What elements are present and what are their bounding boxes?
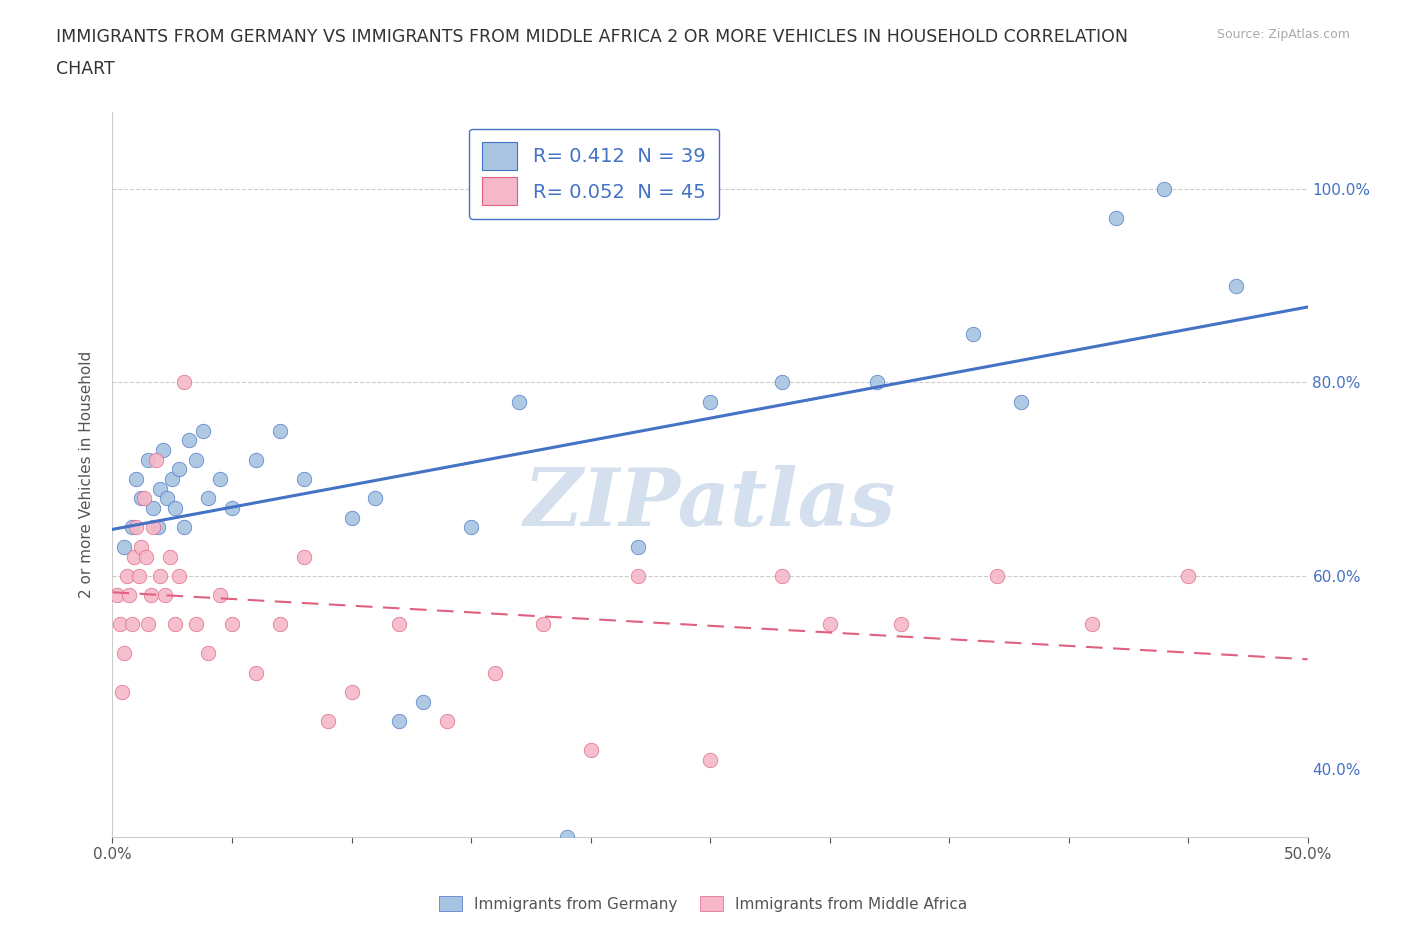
Point <box>149 482 172 497</box>
Point <box>388 713 411 728</box>
Point <box>221 500 243 515</box>
Point <box>169 568 191 583</box>
Text: Source: ZipAtlas.com: Source: ZipAtlas.com <box>1216 28 1350 41</box>
Point <box>962 326 984 341</box>
Point <box>484 665 506 680</box>
Point <box>699 752 721 767</box>
Point <box>163 617 186 631</box>
Point <box>173 520 195 535</box>
Point <box>153 588 176 603</box>
Point <box>114 645 135 660</box>
Point <box>121 520 143 535</box>
Point <box>105 588 128 603</box>
Point <box>292 472 315 486</box>
Point <box>197 645 219 660</box>
Point <box>1153 181 1175 196</box>
Point <box>1225 278 1247 293</box>
Point <box>388 617 411 631</box>
Point <box>142 520 165 535</box>
Point <box>1081 617 1104 631</box>
Point <box>436 713 458 728</box>
Point <box>340 511 363 525</box>
Point <box>129 491 152 506</box>
Y-axis label: 2 or more Vehicles in Household: 2 or more Vehicles in Household <box>79 351 94 598</box>
Point <box>193 423 215 438</box>
Point <box>770 568 793 583</box>
Point <box>209 472 232 486</box>
Point <box>1177 568 1199 583</box>
Point <box>986 568 1008 583</box>
Legend: R= 0.412  N = 39, R= 0.052  N = 45: R= 0.412 N = 39, R= 0.052 N = 45 <box>468 128 720 219</box>
Legend: Immigrants from Germany, Immigrants from Middle Africa: Immigrants from Germany, Immigrants from… <box>433 889 973 918</box>
Text: ZIPatlas: ZIPatlas <box>524 465 896 542</box>
Point <box>364 491 387 506</box>
Point <box>866 375 889 390</box>
Point <box>508 394 530 409</box>
Point <box>197 491 219 506</box>
Point <box>269 617 291 631</box>
Point <box>245 452 267 467</box>
Text: IMMIGRANTS FROM GERMANY VS IMMIGRANTS FROM MIDDLE AFRICA 2 OR MORE VEHICLES IN H: IMMIGRANTS FROM GERMANY VS IMMIGRANTS FR… <box>56 28 1128 46</box>
Point <box>139 588 162 603</box>
Point <box>142 500 165 515</box>
Point <box>108 617 131 631</box>
Point <box>316 713 339 728</box>
Point <box>221 617 243 631</box>
Point <box>169 462 191 477</box>
Point <box>531 617 554 631</box>
Point <box>111 684 134 699</box>
Point <box>118 588 141 603</box>
Text: CHART: CHART <box>56 60 115 78</box>
Point <box>128 568 150 583</box>
Point <box>114 539 135 554</box>
Point <box>186 617 208 631</box>
Point <box>555 830 578 844</box>
Point <box>173 375 195 390</box>
Point <box>292 549 315 564</box>
Point <box>770 375 793 390</box>
Point <box>699 394 721 409</box>
Point <box>121 617 143 631</box>
Point <box>818 617 841 631</box>
Point <box>122 549 145 564</box>
Point <box>186 452 208 467</box>
Point <box>1010 394 1032 409</box>
Point <box>135 549 157 564</box>
Point <box>146 520 169 535</box>
Point <box>269 423 291 438</box>
Point <box>627 568 650 583</box>
Point <box>412 694 434 709</box>
Point <box>162 472 183 486</box>
Point <box>145 452 167 467</box>
Point <box>156 491 179 506</box>
Point <box>579 742 602 757</box>
Point <box>159 549 181 564</box>
Point <box>1105 210 1128 225</box>
Point <box>138 617 160 631</box>
Point <box>890 617 912 631</box>
Point <box>460 520 482 535</box>
Point <box>177 433 200 448</box>
Point <box>209 588 232 603</box>
Point <box>115 568 138 583</box>
Point <box>138 452 160 467</box>
Point <box>245 665 267 680</box>
Point <box>627 539 650 554</box>
Point <box>129 539 152 554</box>
Point <box>340 684 363 699</box>
Point <box>125 472 148 486</box>
Point <box>132 491 155 506</box>
Point <box>125 520 148 535</box>
Point <box>149 568 172 583</box>
Point <box>152 443 174 458</box>
Point <box>163 500 186 515</box>
